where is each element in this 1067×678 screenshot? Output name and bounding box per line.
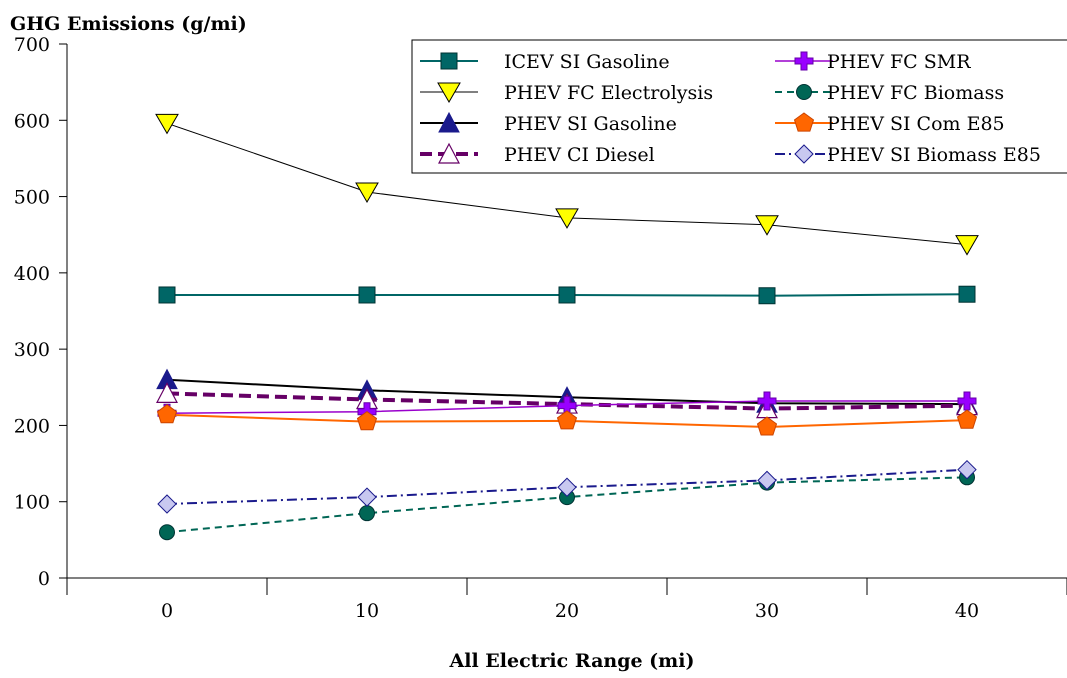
data-point (155, 113, 179, 135)
data-point (757, 391, 777, 411)
legend-label: PHEV CI Diesel (504, 144, 655, 166)
legend-swatch-marker (440, 52, 458, 70)
data-point (156, 404, 178, 424)
x-tick-label: 20 (555, 600, 579, 622)
legend-entry: PHEV CI Diesel (420, 142, 655, 166)
data-point (957, 391, 977, 411)
legend-entry: PHEV FC SMR (775, 51, 971, 73)
data-point (357, 487, 377, 507)
data-point (755, 215, 779, 236)
legend-swatch-marker (794, 144, 814, 164)
axes: 0 100 200 300 400 500 600 700 0 10 20 30 40 (14, 34, 1067, 622)
legend: ICEV SI Gasoline PHEV FC Electrolysis PHEV… (411, 39, 1067, 174)
data-point (158, 286, 176, 304)
data-point (355, 182, 379, 203)
data-point (359, 505, 375, 522)
legend-label: PHEV SI Biomass E85 (827, 144, 1041, 166)
legend-entry: PHEV FC Electrolysis (420, 82, 713, 104)
legend-box (411, 39, 1067, 174)
legend-entry: ICEV SI Gasoline (420, 51, 670, 73)
data-point (558, 286, 576, 304)
data-point (957, 459, 977, 480)
data-point (156, 382, 178, 403)
series-group (155, 113, 979, 256)
y-tick-label: 100 (14, 492, 50, 514)
y-axis-label: GHG Emissions (g/mi) (10, 13, 247, 35)
legend-label: PHEV SI Gasoline (504, 113, 677, 135)
y-tick-label: 600 (14, 110, 50, 132)
y-tick-label: 500 (14, 187, 50, 209)
legend-entry: PHEV FC Biomass (775, 82, 1004, 104)
series-group (157, 459, 977, 514)
data-point (358, 286, 376, 304)
x-tick-label: 30 (755, 600, 779, 622)
legend-label: PHEV SI Com E85 (827, 113, 1005, 135)
x-tick-label: 40 (955, 600, 979, 622)
data-point (555, 208, 579, 229)
data-point (756, 416, 778, 436)
data-point (956, 409, 978, 429)
data-point (955, 235, 979, 256)
legend-swatch-marker (796, 84, 812, 100)
legend-swatch-marker (438, 111, 460, 133)
data-point (557, 477, 577, 497)
y-tick-label: 0 (38, 568, 50, 590)
legend-entry: PHEV SI Biomass E85 (775, 144, 1041, 166)
data-point (758, 287, 776, 305)
data-point (157, 494, 177, 514)
legend-swatch-marker (793, 112, 815, 132)
y-tick-label: 700 (14, 34, 50, 56)
legend-label: PHEV FC Biomass (827, 82, 1004, 104)
y-tick-label: 300 (14, 339, 50, 361)
series-group (156, 404, 978, 436)
legend-swatch-marker (438, 142, 460, 164)
y-tick-label: 200 (14, 415, 50, 437)
data-point (159, 524, 175, 541)
data-point (757, 470, 777, 491)
x-axis-label: All Electric Range (mi) (449, 650, 695, 672)
series-group (158, 285, 976, 305)
plot-area (155, 113, 979, 541)
x-tick-label: 10 (355, 600, 379, 622)
legend-swatch-marker (437, 82, 461, 103)
legend-label: PHEV FC SMR (827, 51, 971, 73)
legend-label: PHEV FC Electrolysis (504, 82, 713, 104)
legend-label: ICEV SI Gasoline (504, 51, 670, 73)
legend-swatch-marker (794, 51, 814, 71)
x-tick-label: 0 (161, 600, 173, 622)
data-point (356, 410, 378, 431)
data-point (958, 285, 976, 303)
legend-entry: PHEV SI Gasoline (420, 111, 677, 135)
legend-entry: PHEV SI Com E85 (775, 112, 1005, 135)
data-point (556, 410, 578, 430)
y-tick-label: 400 (14, 263, 50, 285)
